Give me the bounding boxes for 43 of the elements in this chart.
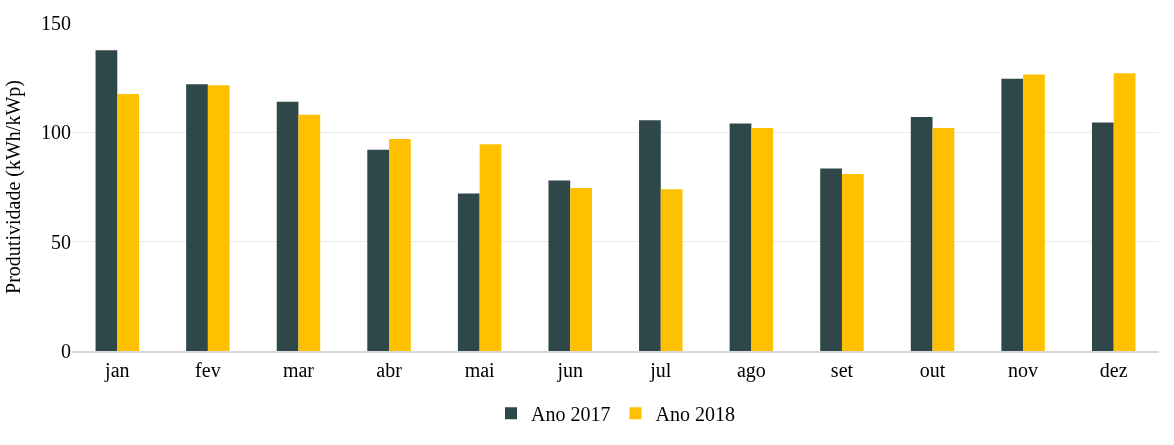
- x-tick-label: jun: [556, 359, 583, 382]
- bar: [570, 188, 592, 351]
- x-tick-label: jul: [649, 359, 672, 382]
- bar: [186, 84, 208, 351]
- legend-label: Ano 2018: [655, 402, 735, 425]
- bar: [729, 123, 752, 351]
- bar: [1023, 74, 1045, 351]
- x-tick-label: dez: [1099, 359, 1128, 381]
- bar: [548, 180, 571, 351]
- x-tick-label: abr: [376, 359, 403, 381]
- bar: [276, 101, 299, 351]
- y-tick-label: 150: [41, 12, 71, 34]
- bar: [479, 144, 502, 351]
- bar: [639, 120, 661, 351]
- bar: [1113, 73, 1136, 351]
- legend-label: Ano 2017: [531, 402, 611, 425]
- bar: [207, 85, 230, 351]
- x-tick-label: set: [830, 359, 854, 381]
- bar: [389, 138, 411, 351]
- x-tick-label: fev: [195, 359, 221, 381]
- y-tick-label: 50: [51, 230, 71, 253]
- y-tick-label: 0: [61, 340, 71, 362]
- bar: [841, 173, 864, 351]
- x-tick-label: mar: [282, 359, 315, 381]
- x-tick-label: jan: [104, 359, 130, 382]
- bar: [910, 117, 933, 351]
- bar: [95, 50, 118, 351]
- bar: [820, 168, 842, 351]
- bar: [660, 189, 683, 351]
- y-tick-label: 100: [41, 121, 71, 144]
- bar: [117, 94, 140, 351]
- bar: [298, 114, 321, 351]
- x-tick-label: mai: [464, 359, 496, 381]
- x-tick-label: ago: [736, 359, 766, 382]
- y-axis-title: Produtividade (kWh/kWp): [1, 80, 25, 294]
- x-tick-label: out: [919, 359, 946, 381]
- bar: [457, 193, 480, 351]
- bar: [751, 127, 774, 351]
- bar: [932, 127, 955, 351]
- x-tick-label: nov: [1008, 359, 1039, 381]
- bar: [367, 149, 390, 351]
- bar: [1001, 78, 1024, 351]
- bar: [1091, 122, 1114, 351]
